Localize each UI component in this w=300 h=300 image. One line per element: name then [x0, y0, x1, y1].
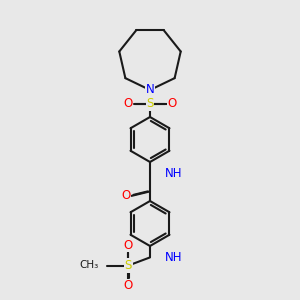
Text: NH: NH: [165, 251, 182, 264]
Text: O: O: [124, 239, 133, 252]
Text: O: O: [122, 189, 130, 203]
Text: O: O: [124, 279, 133, 292]
Text: S: S: [125, 259, 132, 272]
Text: N: N: [146, 83, 154, 97]
Text: S: S: [146, 97, 154, 110]
Text: O: O: [167, 97, 176, 110]
Text: O: O: [124, 97, 133, 110]
Text: CH₃: CH₃: [80, 260, 99, 271]
Text: NH: NH: [165, 167, 182, 180]
